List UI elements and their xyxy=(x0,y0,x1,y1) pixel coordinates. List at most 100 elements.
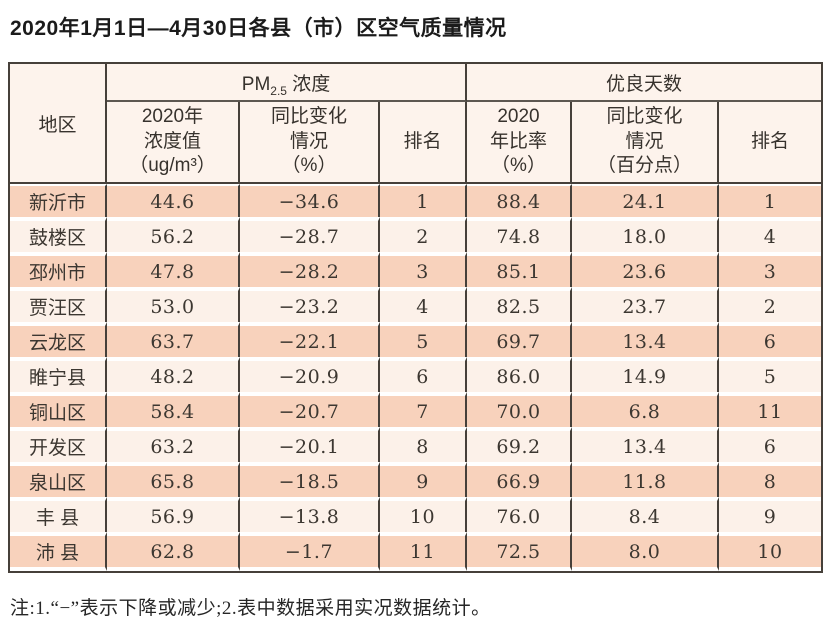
cell-pm-value: 47.8 xyxy=(107,252,240,287)
cell-pm-rank: 2 xyxy=(380,217,467,252)
cell-good-change: 13.4 xyxy=(572,427,719,462)
table-row: 云龙区 63.7 −22.1 5 69.7 13.4 6 xyxy=(10,322,822,357)
cell-pm-rank: 10 xyxy=(380,497,467,532)
table-row: 贾汪区 53.0 −23.2 4 82.5 23.7 2 xyxy=(10,287,822,322)
column-group-pm25: PM2.5 浓度 xyxy=(107,64,467,102)
cell-pm-rank: 6 xyxy=(380,357,467,392)
cell-good-rank: 3 xyxy=(719,252,822,287)
table-row: 开发区 63.2 −20.1 8 69.2 13.4 6 xyxy=(10,427,822,462)
header-sub-row: 2020年 浓度值 （ug/m³） 同比变化 情况 （%） 排名 2020 年比… xyxy=(10,102,822,184)
cell-good-rank: 5 xyxy=(719,357,822,392)
cell-region: 睢宁县 xyxy=(10,357,107,392)
footnote: 注:1.“−”表示下降或减少;2.表中数据采用实况数据统计。 xyxy=(10,598,491,619)
cell-good-rank: 1 xyxy=(719,184,822,217)
cell-good-rank: 10 xyxy=(719,532,822,571)
cell-good-ratio: 69.7 xyxy=(467,322,572,357)
cell-region: 邳州市 xyxy=(10,252,107,287)
cell-pm-value: 56.2 xyxy=(107,217,240,252)
table-row: 新沂市 44.6 −34.6 1 88.4 24.1 1 xyxy=(10,184,822,217)
column-header-good-change: 同比变化 情况 （百分点） xyxy=(572,102,719,184)
column-header-pm-rank: 排名 xyxy=(380,102,467,184)
cell-good-rank: 6 xyxy=(719,427,822,462)
cell-pm-change: −22.1 xyxy=(240,322,380,357)
table-row: 泉山区 65.8 −18.5 9 66.9 11.8 8 xyxy=(10,462,822,497)
column-header-good-ratio: 2020 年比率 （%） xyxy=(467,102,572,184)
cell-pm-value: 56.9 xyxy=(107,497,240,532)
cell-region: 新沂市 xyxy=(10,184,107,217)
cell-pm-change: −20.1 xyxy=(240,427,380,462)
cell-good-change: 13.4 xyxy=(572,322,719,357)
cell-pm-change: −20.9 xyxy=(240,357,380,392)
cell-good-ratio: 85.1 xyxy=(467,252,572,287)
cell-region: 丰 县 xyxy=(10,497,107,532)
cell-good-change: 8.4 xyxy=(572,497,719,532)
cell-pm-value: 63.7 xyxy=(107,322,240,357)
cell-region: 鼓楼区 xyxy=(10,217,107,252)
cell-good-change: 24.1 xyxy=(572,184,719,217)
cell-pm-value: 48.2 xyxy=(107,357,240,392)
cell-good-ratio: 74.8 xyxy=(467,217,572,252)
cell-good-ratio: 66.9 xyxy=(467,462,572,497)
cell-pm-value: 58.4 xyxy=(107,392,240,427)
cell-pm-value: 44.6 xyxy=(107,184,240,217)
cell-good-ratio: 88.4 xyxy=(467,184,572,217)
cell-pm-rank: 3 xyxy=(380,252,467,287)
cell-good-rank: 9 xyxy=(719,497,822,532)
cell-pm-rank: 5 xyxy=(380,322,467,357)
cell-good-rank: 8 xyxy=(719,462,822,497)
cell-region: 开发区 xyxy=(10,427,107,462)
cell-region: 铜山区 xyxy=(10,392,107,427)
cell-pm-rank: 9 xyxy=(380,462,467,497)
cell-pm-change: −13.8 xyxy=(240,497,380,532)
cell-pm-value: 62.8 xyxy=(107,532,240,571)
cell-good-ratio: 86.0 xyxy=(467,357,572,392)
cell-pm-rank: 8 xyxy=(380,427,467,462)
cell-good-change: 18.0 xyxy=(572,217,719,252)
cell-pm-value: 65.8 xyxy=(107,462,240,497)
column-header-pm-value: 2020年 浓度值 （ug/m³） xyxy=(107,102,240,184)
table-header: 地区 PM2.5 浓度 优良天数 2020年 浓度值 （ug/m³） 同比变化 … xyxy=(10,64,822,184)
cell-good-rank: 4 xyxy=(719,217,822,252)
cell-pm-change: −28.2 xyxy=(240,252,380,287)
table-row: 丰 县 56.9 −13.8 10 76.0 8.4 9 xyxy=(10,497,822,532)
header-group-row: 地区 PM2.5 浓度 优良天数 xyxy=(10,64,822,184)
cell-pm-rank: 1 xyxy=(380,184,467,217)
cell-pm-change: −23.2 xyxy=(240,287,380,322)
cell-good-rank: 2 xyxy=(719,287,822,322)
cell-good-change: 6.8 xyxy=(572,392,719,427)
cell-good-change: 11.8 xyxy=(572,462,719,497)
column-group-good-days: 优良天数 xyxy=(467,64,822,102)
cell-pm-rank: 4 xyxy=(380,287,467,322)
table-row: 沛 县 62.8 −1.7 11 72.5 8.0 10 xyxy=(10,532,822,571)
cell-region: 沛 县 xyxy=(10,532,107,571)
cell-good-change: 14.9 xyxy=(572,357,719,392)
cell-region: 贾汪区 xyxy=(10,287,107,322)
cell-pm-value: 63.2 xyxy=(107,427,240,462)
cell-pm-rank: 7 xyxy=(380,392,467,427)
cell-region: 泉山区 xyxy=(10,462,107,497)
cell-pm-rank: 11 xyxy=(380,532,467,571)
cell-good-ratio: 76.0 xyxy=(467,497,572,532)
pm25-label-prefix: PM xyxy=(241,73,271,95)
page-title: 2020年1月1日—4月30日各县（市）区空气质量情况 xyxy=(10,17,507,40)
pm25-label-suffix: 浓度 xyxy=(286,73,331,95)
cell-good-ratio: 82.5 xyxy=(467,287,572,322)
table-body: 新沂市 44.6 −34.6 1 88.4 24.1 1 鼓楼区 56.2 −28.7 2 74.8 1… xyxy=(10,184,822,571)
cell-good-change: 23.7 xyxy=(572,287,719,322)
column-header-region: 地区 xyxy=(10,64,107,184)
cell-pm-value: 53.0 xyxy=(107,287,240,322)
table-row: 睢宁县 48.2 −20.9 6 86.0 14.9 5 xyxy=(10,357,822,392)
pm25-label-subscript: 2.5 xyxy=(270,83,287,98)
cell-good-change: 23.6 xyxy=(572,252,719,287)
cell-pm-change: −20.7 xyxy=(240,392,380,427)
cell-region: 云龙区 xyxy=(10,322,107,357)
air-quality-table: 地区 PM2.5 浓度 优良天数 2020年 浓度值 （ug/m³） 同比变化 … xyxy=(8,62,824,573)
cell-good-ratio: 72.5 xyxy=(467,532,572,571)
cell-good-ratio: 69.2 xyxy=(467,427,572,462)
column-header-pm-change: 同比变化 情况 （%） xyxy=(240,102,380,184)
cell-good-change: 8.0 xyxy=(572,532,719,571)
cell-pm-change: −28.7 xyxy=(240,217,380,252)
cell-pm-change: −1.7 xyxy=(240,532,380,571)
cell-pm-change: −18.5 xyxy=(240,462,380,497)
